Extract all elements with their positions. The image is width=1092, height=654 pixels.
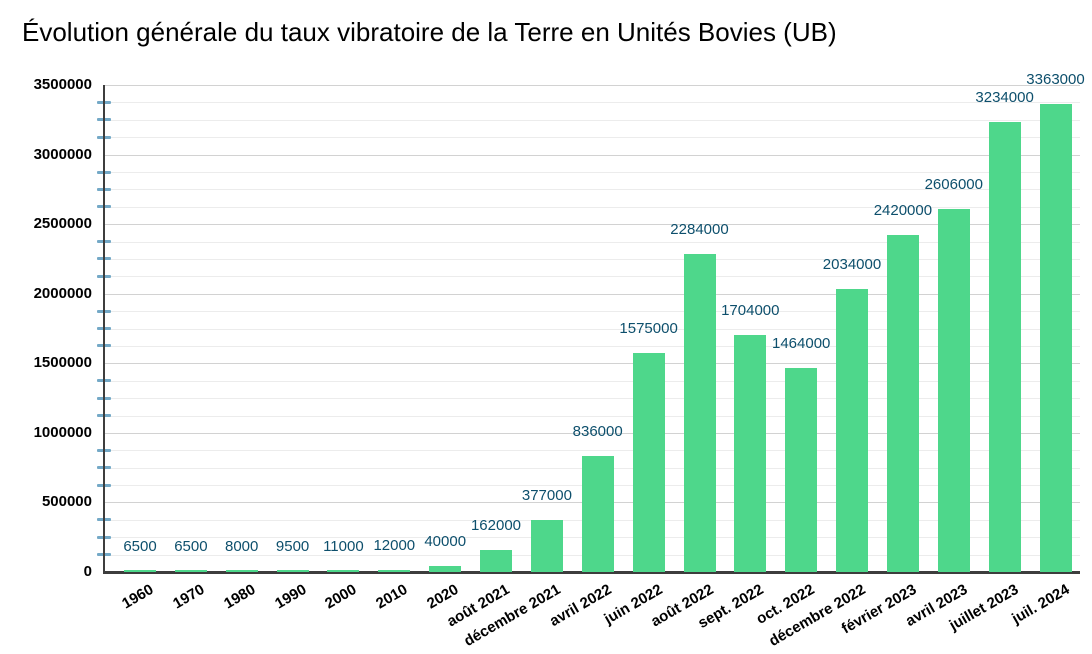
minor-gridline — [104, 189, 1080, 191]
bar-value-label: 12000 — [373, 537, 416, 555]
minor-gridline — [104, 258, 1080, 260]
bar-value-label: 1575000 — [619, 319, 678, 337]
minor-gridline — [104, 345, 1080, 347]
bar[interactable] — [988, 122, 1021, 572]
bar-value-label: 836000 — [572, 422, 623, 440]
bar[interactable] — [378, 570, 411, 572]
major-gridline — [104, 432, 1080, 434]
bar[interactable] — [1039, 104, 1072, 572]
bar-value-label: 1464000 — [771, 335, 831, 353]
y-axis-label: 2000000 — [33, 284, 92, 302]
y-axis-label: 1000000 — [33, 423, 92, 441]
bar-value-label: 9500 — [275, 537, 310, 555]
major-gridline — [104, 154, 1080, 156]
bar-value-label: 1704000 — [721, 301, 780, 319]
minor-gridline — [104, 172, 1080, 173]
bar[interactable] — [683, 254, 716, 572]
minor-gridline — [104, 241, 1080, 243]
y-axis-label: 0 — [83, 563, 92, 580]
minor-gridline — [104, 102, 1080, 104]
minor-gridline — [104, 137, 1080, 139]
bar-value-label: 8000 — [225, 537, 259, 555]
bar[interactable] — [937, 209, 970, 572]
major-gridline — [104, 363, 1080, 365]
bar-value-label: 2034000 — [822, 256, 882, 273]
y-axis-label: 500000 — [41, 493, 92, 511]
bar[interactable] — [174, 570, 207, 572]
bar[interactable] — [276, 570, 309, 572]
bar[interactable] — [225, 570, 258, 572]
y-axis-line — [103, 85, 105, 572]
bar-value-label: 377000 — [521, 486, 572, 504]
bar[interactable] — [581, 455, 614, 572]
minor-gridline — [104, 380, 1080, 382]
bar[interactable] — [429, 566, 462, 572]
bar[interactable] — [785, 368, 818, 572]
bar[interactable] — [836, 289, 868, 572]
bar-value-label: 2606000 — [924, 176, 983, 194]
minor-gridline — [104, 398, 1080, 400]
bar[interactable] — [530, 519, 563, 572]
y-axis-label: 3500000 — [33, 76, 92, 93]
bar[interactable] — [734, 334, 767, 572]
y-axis-label: 1500000 — [33, 354, 92, 372]
bar-value-label: 2420000 — [873, 202, 933, 220]
minor-gridline — [104, 119, 1080, 121]
minor-gridline — [104, 450, 1080, 452]
major-gridline — [104, 224, 1080, 226]
bar[interactable] — [886, 235, 919, 572]
bar-value-label: 162000 — [470, 516, 522, 534]
bar-value-label: 3234000 — [975, 89, 1034, 106]
bar-value-label: 6500 — [123, 538, 157, 556]
minor-gridline — [104, 415, 1080, 417]
bar[interactable] — [124, 570, 156, 572]
y-axis-label: 3000000 — [33, 145, 92, 163]
bar[interactable] — [632, 352, 665, 572]
bar-value-label: 2284000 — [670, 221, 729, 239]
bar-value-label: 3363000 — [1026, 71, 1085, 89]
minor-gridline — [104, 328, 1080, 330]
y-axis-label: 2500000 — [33, 215, 92, 233]
bar-value-label: 11000 — [323, 537, 364, 555]
chart-title: Évolution générale du taux vibratoire de… — [22, 17, 837, 47]
major-gridline — [104, 293, 1080, 295]
bar[interactable] — [480, 549, 512, 572]
minor-gridline — [104, 206, 1080, 208]
bar[interactable] — [327, 570, 360, 572]
bar-value-label: 6500 — [174, 538, 208, 556]
x-axis-line — [103, 571, 1080, 574]
minor-gridline — [104, 276, 1080, 278]
bar-value-label: 40000 — [424, 533, 467, 551]
minor-gridline — [104, 311, 1080, 313]
major-gridline — [104, 85, 1080, 86]
